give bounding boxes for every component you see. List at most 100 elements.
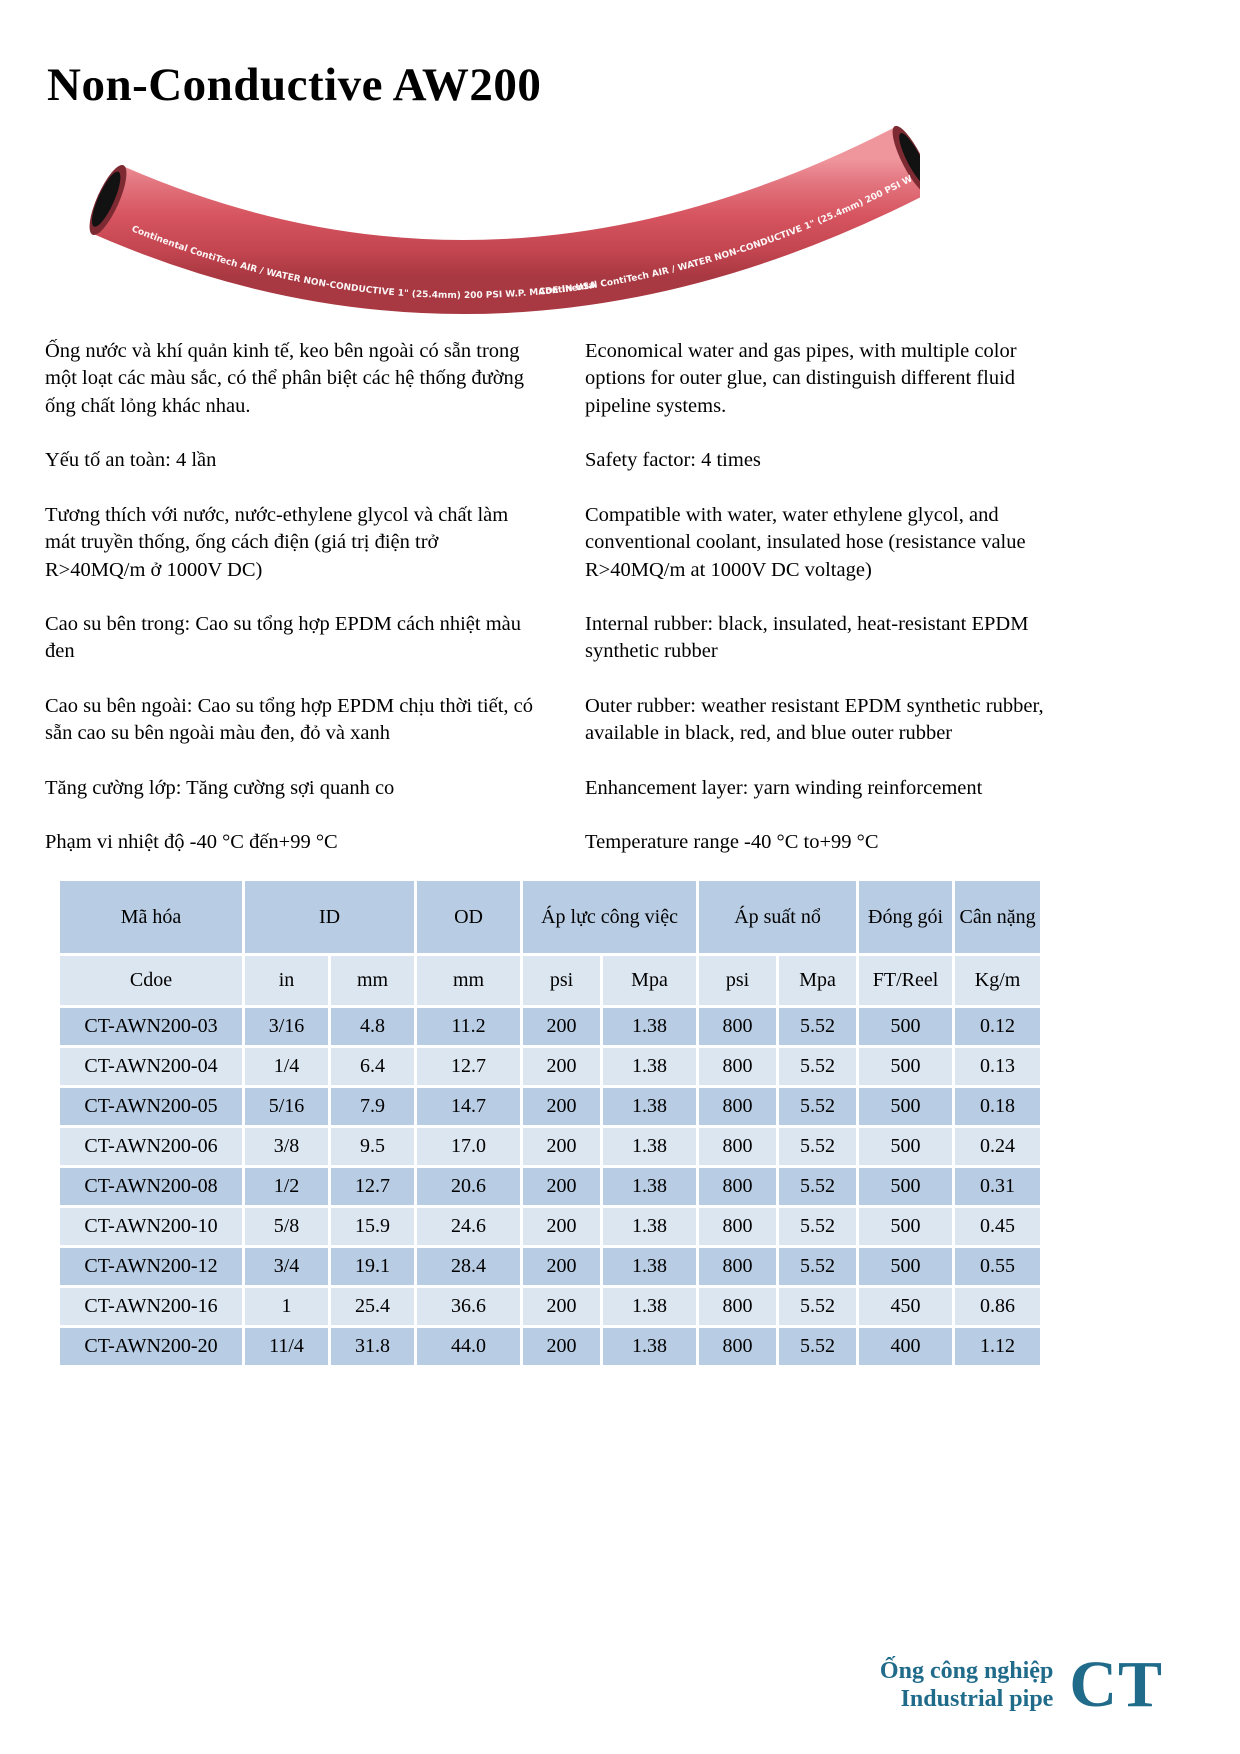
spec-cell: 800 [696, 1044, 780, 1088]
page-title: Non-Conductive AW200 [47, 59, 542, 111]
spec-unit-cell: Mpa [600, 952, 700, 1008]
spec-cell: 1.38 [600, 1164, 700, 1208]
spec-table-head: Mã hóa ID OD Áp lực công việc Áp suất nổ Đóng… [57, 877, 1044, 1008]
spec-cell: 11.2 [414, 1004, 524, 1048]
spec-cell: 500 [856, 1044, 956, 1088]
spec-cell: 17.0 [414, 1124, 524, 1168]
spec-unit-cell: Mpa [776, 952, 860, 1008]
spec-cell: 24.6 [414, 1204, 524, 1248]
spec-cell: 800 [696, 1124, 780, 1168]
spec-cell: 5.52 [776, 1244, 860, 1288]
spec-cell: 0.55 [952, 1244, 1044, 1288]
footer-tagline: Ống công nghiệp Industrial pipe [880, 1657, 1053, 1714]
spec-cell: 0.45 [952, 1204, 1044, 1248]
spec-cell: 5/16 [242, 1084, 331, 1128]
spec-cell: 200 [520, 1004, 604, 1048]
description-vi-outer: Cao su bên ngoài: Cao su tổng hợp EPDM c… [45, 694, 534, 745]
spec-unit-cell: Cdoe [57, 952, 245, 1008]
spec-cell: 19.1 [327, 1244, 418, 1288]
spec-cell: 25.4 [327, 1284, 418, 1328]
spec-cell: 0.31 [952, 1164, 1044, 1208]
spec-cell: 5.52 [776, 1204, 860, 1248]
spec-cell: CT-AWN200-04 [57, 1044, 245, 1088]
spec-row: CT-AWN200-06 3/8 9.5 17.0 200 1.38 800 5.52 500 0… [57, 1124, 1044, 1168]
description-en-reinforce: Enhancement layer: yarn winding reinforc… [585, 776, 983, 799]
spec-cell: 200 [520, 1044, 604, 1088]
spec-row: CT-AWN200-12 3/4 19.1 28.4 200 1.38 800 5.52 500… [57, 1244, 1044, 1288]
spec-column-group: Đóng gói [856, 877, 956, 956]
hose-body [93, 126, 929, 314]
spec-cell: 5.52 [776, 1164, 860, 1208]
spec-cell: 5.52 [776, 1084, 860, 1128]
spec-cell: 500 [856, 1244, 956, 1288]
spec-cell: CT-AWN200-08 [57, 1164, 245, 1208]
spec-unit-cell: in [242, 952, 331, 1008]
spec-cell: 12.7 [414, 1044, 524, 1088]
spec-cell: 5.52 [776, 1044, 860, 1088]
spec-cell: 800 [696, 1244, 780, 1288]
spec-cell: 28.4 [414, 1244, 524, 1288]
spec-cell: 1.38 [600, 1044, 700, 1088]
spec-cell: 1/2 [242, 1164, 331, 1208]
spec-cell: 200 [520, 1084, 604, 1128]
hose-photo: Continental ContiTech AIR / WATER NON-CO… [76, 115, 932, 324]
spec-cell: 15.9 [327, 1204, 418, 1248]
spec-cell: CT-AWN200-06 [57, 1124, 245, 1168]
spec-cell: 5/8 [242, 1204, 331, 1248]
spec-unit-cell: Kg/m [952, 952, 1044, 1008]
hose-illustration: Continental ContiTech AIR / WATER NON-CO… [76, 115, 932, 314]
spec-cell: 200 [520, 1244, 604, 1288]
spec-cell: 200 [520, 1204, 604, 1248]
description-vi-temperature: Phạm vi nhiệt độ -40 °C đến+99 °C [45, 831, 338, 854]
spec-cell: 1.38 [600, 1324, 700, 1368]
description-en-safety: Safety factor: 4 times [585, 449, 761, 472]
spec-cell: 1 [242, 1284, 331, 1328]
hose-left-opening [89, 164, 127, 235]
spec-cell: 20.6 [414, 1164, 524, 1208]
spec-cell: 500 [856, 1084, 956, 1128]
spec-cell: 500 [856, 1164, 956, 1208]
description-en-intro: Economical water and gas pipes, with mul… [585, 339, 1017, 417]
spec-cell: 0.86 [952, 1284, 1044, 1328]
spec-cell: 1/4 [242, 1044, 331, 1088]
spec-cell: 0.18 [952, 1084, 1044, 1128]
spec-cell: 9.5 [327, 1124, 418, 1168]
spec-cell: 44.0 [414, 1324, 524, 1368]
datasheet-page: Non-Conductive AW200 [45, 59, 1044, 1368]
spec-cell: 800 [696, 1204, 780, 1248]
spec-cell: 0.24 [952, 1124, 1044, 1168]
spec-cell: 800 [696, 1004, 780, 1048]
spec-row: CT-AWN200-05 5/16 7.9 14.7 200 1.38 800 5.52 500… [57, 1084, 1044, 1128]
description-vi-safety: Yếu tố an toàn: 4 lần [45, 449, 217, 472]
spec-cell: 6.4 [327, 1044, 418, 1088]
spec-cell: 5.52 [776, 1004, 860, 1048]
spec-cell: 1.12 [952, 1324, 1044, 1368]
spec-cell: 800 [696, 1164, 780, 1208]
spec-cell: 36.6 [414, 1284, 524, 1328]
spec-cell: CT-AWN200-20 [57, 1324, 245, 1368]
spec-row: CT-AWN200-03 3/16 4.8 11.2 200 1.38 800 5.52 500… [57, 1004, 1044, 1048]
spec-cell: 200 [520, 1164, 604, 1208]
spec-cell: 5.52 [776, 1324, 860, 1368]
spec-row: CT-AWN200-10 5/8 15.9 24.6 200 1.38 800 5.52 500… [57, 1204, 1044, 1248]
spec-cell: 4.8 [327, 1004, 418, 1048]
description-vi-inner: Cao su bên trong: Cao su tổng hợp EPDM c… [45, 612, 522, 663]
spec-cell: 200 [520, 1324, 604, 1368]
spec-cell: 500 [856, 1204, 956, 1248]
spec-cell: 800 [696, 1324, 780, 1368]
spec-row: CT-AWN200-04 1/4 6.4 12.7 200 1.38 800 5.52 500 0… [57, 1044, 1044, 1088]
spec-cell: 1.38 [600, 1004, 700, 1048]
spec-cell: 0.12 [952, 1004, 1044, 1048]
spec-cell: 5.52 [776, 1284, 860, 1328]
spec-cell: CT-AWN200-10 [57, 1204, 245, 1248]
spec-cell: 1.38 [600, 1244, 700, 1288]
spec-table-body: CT-AWN200-03 3/16 4.8 11.2 200 1.38 800 5.52 500… [57, 1004, 1044, 1368]
description-en-compat: Compatible with water, water ethylene gl… [585, 503, 1026, 581]
spec-unit-cell: psi [696, 952, 780, 1008]
spec-unit-row: Cdoe in mm mm psi Mpa psi Mpa FT/Reel Kg/m [57, 952, 1044, 1008]
spec-row: CT-AWN200-20 11/4 31.8 44.0 200 1.38 800 5.52 40… [57, 1324, 1044, 1368]
spec-header-row: Mã hóa ID OD Áp lực công việc Áp suất nổ Đóng… [57, 877, 1044, 956]
spec-cell: 7.9 [327, 1084, 418, 1128]
spec-cell: 3/16 [242, 1004, 331, 1048]
spec-cell: 1.38 [600, 1124, 700, 1168]
